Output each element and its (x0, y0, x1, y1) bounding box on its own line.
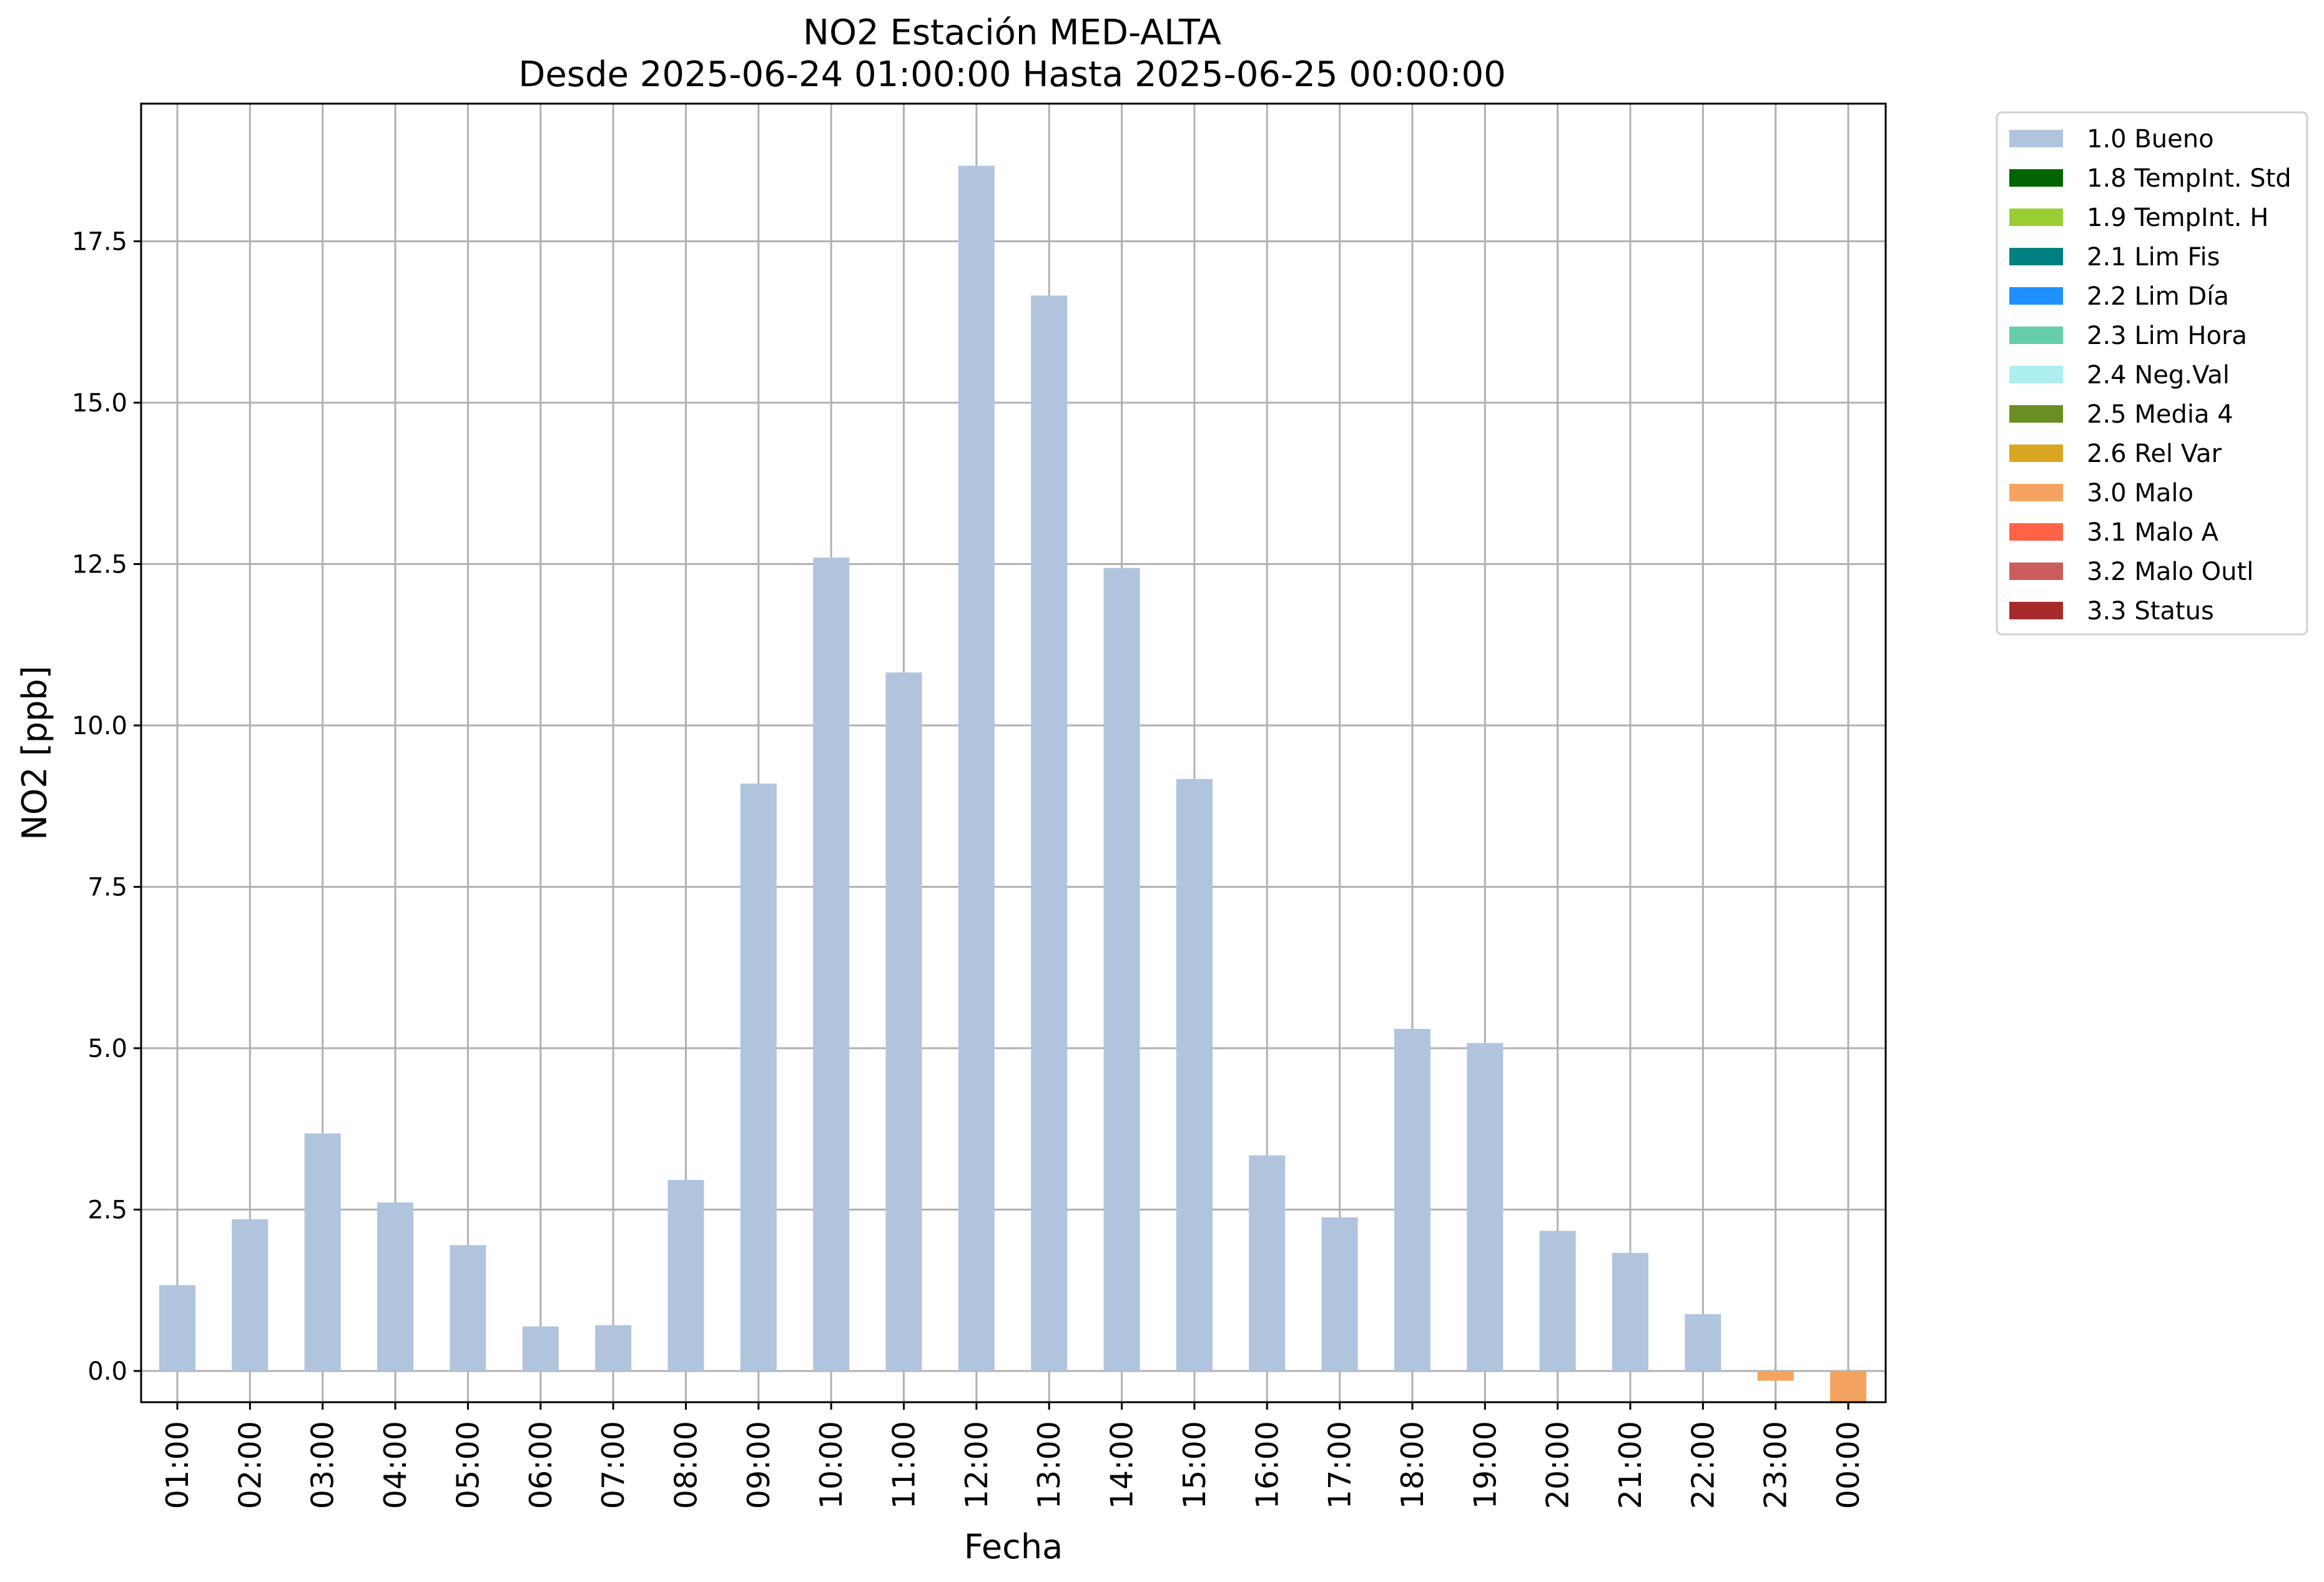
bar (1539, 1231, 1576, 1371)
bar (377, 1202, 414, 1371)
bar (1757, 1371, 1794, 1381)
legend-label: 2.6 Rel Var (2087, 440, 2222, 468)
x-tick-label: 21:00 (1613, 1421, 1648, 1509)
legend-frame (1996, 111, 2308, 636)
legend-label: 1.9 TempInt. H (2087, 204, 2268, 232)
x-tick-label: 18:00 (1395, 1421, 1430, 1509)
x-tick-label: 08:00 (668, 1421, 704, 1509)
y-tick-label: 10.0 (72, 712, 127, 740)
x-tick-label: 23:00 (1758, 1421, 1794, 1509)
x-tick-label: 06:00 (523, 1421, 559, 1509)
legend-swatch (2009, 523, 2063, 541)
x-tick-label: 07:00 (596, 1421, 631, 1509)
x-tick-label: 04:00 (378, 1421, 413, 1509)
legend: 1.0 Bueno 1.8 TempInt. Std 1.9 TempInt. H 2… (1996, 111, 2308, 636)
y-axis: 0.0 2.5 5.0 7.5 10.0 12.5 15.0 17.5 (72, 228, 141, 1386)
legend-swatch (2009, 405, 2063, 423)
legend-swatch (2009, 484, 2063, 501)
legend-swatch (2009, 366, 2063, 383)
bar (1685, 1314, 1721, 1371)
x-tick-label: 13:00 (1032, 1421, 1067, 1509)
y-tick-label: 2.5 (87, 1196, 127, 1225)
legend-label: 3.2 Malo Outl (2087, 558, 2253, 586)
bar (667, 1179, 704, 1371)
bar (232, 1219, 268, 1371)
legend-swatch (2009, 602, 2063, 619)
x-tick-label: 22:00 (1685, 1421, 1721, 1509)
x-tick-label: 11:00 (887, 1421, 922, 1509)
y-tick-label: 15.0 (72, 389, 127, 418)
bar (740, 784, 777, 1371)
bar (450, 1245, 486, 1371)
x-tick-label: 15:00 (1177, 1421, 1213, 1509)
bars (159, 165, 1867, 1403)
x-tick-label: 12:00 (959, 1421, 995, 1509)
legend-label: 2.3 Lim Hora (2087, 322, 2247, 350)
x-tick-label: 17:00 (1322, 1421, 1358, 1509)
bar (1394, 1028, 1430, 1371)
y-tick-label: 12.5 (72, 551, 127, 579)
x-tick-label: 00:00 (1831, 1421, 1866, 1509)
x-tick-label: 03:00 (305, 1421, 341, 1509)
bar (522, 1326, 559, 1371)
x-axis-label: Fecha (964, 1527, 1063, 1566)
bar (1249, 1155, 1286, 1371)
bar (159, 1285, 195, 1371)
legend-label: 2.2 Lim Día (2087, 282, 2229, 311)
legend-label: 2.4 Neg.Val (2087, 361, 2230, 390)
bar (813, 558, 850, 1372)
legend-swatch (2009, 130, 2063, 147)
legend-swatch (2009, 563, 2063, 580)
y-tick-label: 0.0 (87, 1357, 127, 1386)
bar (1031, 295, 1068, 1372)
y-axis-label: NO2 [ppb] (15, 666, 54, 840)
legend-swatch (2009, 327, 2063, 344)
bar (304, 1133, 341, 1371)
legend-label: 1.8 TempInt. Std (2087, 164, 2292, 193)
y-tick-label: 5.0 (87, 1034, 127, 1063)
legend-label: 3.3 Status (2087, 597, 2214, 626)
legend-swatch (2009, 287, 2063, 305)
plot-frame (140, 102, 1887, 1403)
bar (958, 165, 995, 1372)
bar (1176, 779, 1213, 1371)
x-tick-label: 09:00 (741, 1421, 777, 1509)
legend-label: 1.0 Bueno (2087, 125, 2214, 154)
legend-swatch (2009, 445, 2063, 462)
legend-label: 3.0 Malo (2087, 479, 2194, 508)
x-axis: 01:00 02:00 03:00 04:00 05:00 06:00 07:00 08:00… (160, 1402, 1866, 1509)
legend-label: 2.1 Lim Fis (2087, 243, 2220, 272)
bar (595, 1325, 632, 1371)
x-tick-label: 20:00 (1540, 1421, 1576, 1509)
x-tick-label: 19:00 (1467, 1421, 1503, 1509)
bar (1321, 1217, 1358, 1371)
bar (1612, 1252, 1648, 1371)
x-tick-label: 01:00 (160, 1421, 195, 1509)
y-tick-label: 7.5 (87, 873, 127, 902)
x-tick-label: 10:00 (814, 1421, 849, 1509)
x-tick-label: 05:00 (450, 1421, 486, 1509)
x-tick-label: 02:00 (232, 1421, 268, 1509)
legend-label: 3.1 Malo A (2087, 518, 2219, 547)
legend-label: 2.5 Media 4 (2087, 400, 2233, 429)
bar (1467, 1043, 1504, 1371)
bar (1830, 1371, 1867, 1403)
y-tick-label: 17.5 (72, 228, 127, 257)
chart-title-line-2: Desde 2025-06-24 01:00:00 Hasta 2025-06-… (518, 54, 1506, 95)
chart-title-line-1: NO2 Estación MED-ALTA (803, 12, 1221, 53)
x-tick-label: 16:00 (1249, 1421, 1285, 1509)
bar (1103, 567, 1140, 1371)
legend-swatch (2009, 248, 2063, 265)
legend-swatch (2009, 209, 2063, 226)
bar (885, 672, 922, 1371)
legend-swatch (2009, 169, 2063, 187)
x-tick-label: 14:00 (1105, 1421, 1140, 1509)
